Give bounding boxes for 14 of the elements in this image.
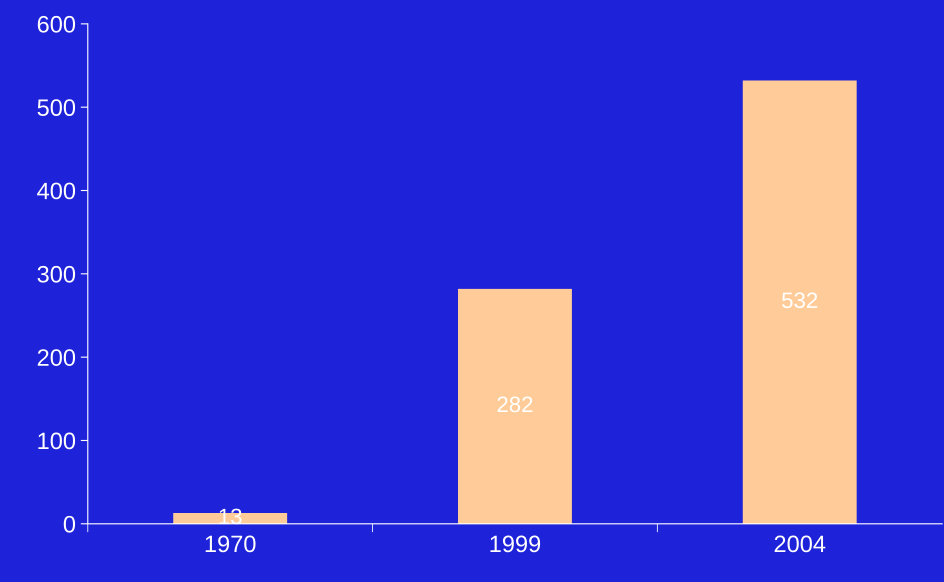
data-label: 282 [498,396,532,412]
y-tick-label: 200 [38,349,76,366]
y-tick-label: 100 [38,432,76,450]
y-tick-label: 500 [38,99,76,116]
data-label: 532 [782,292,818,308]
x-tick-label: 2004 [774,536,826,552]
x-tick-label: 1970 [206,536,256,552]
x-tick-label: 1999 [490,536,540,552]
y-tick-label: 0 [64,516,76,533]
bar [458,288,572,524]
y-tick-label: 300 [37,266,76,283]
y-tick-label: 400 [37,182,76,200]
bar [742,80,857,524]
y-tick-label: 600 [38,16,76,33]
